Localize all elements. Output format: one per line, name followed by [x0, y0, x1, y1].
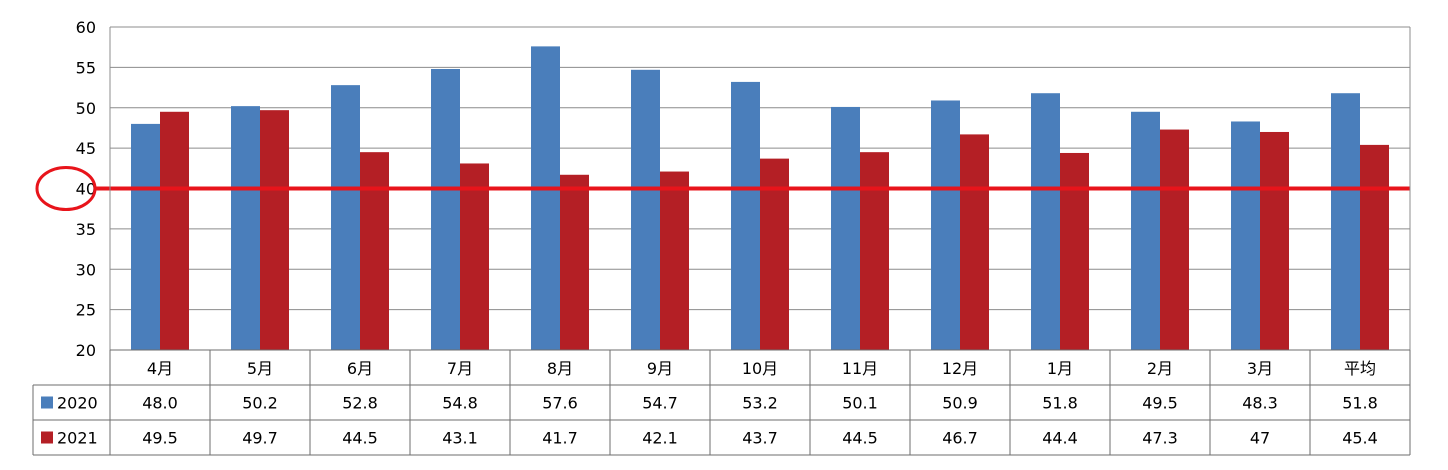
y-tick-label: 35: [76, 220, 96, 239]
data-label: 49.7: [242, 429, 278, 448]
bar-2020-6: [731, 81, 760, 350]
data-label: 50.2: [242, 394, 278, 413]
y-tick-label: 30: [76, 260, 96, 279]
bar-2021-2: [360, 152, 389, 350]
data-label: 41.7: [542, 429, 578, 448]
legend-label: 2021: [57, 429, 98, 448]
data-label: 44.4: [1042, 429, 1078, 448]
bar-2021-7: [860, 152, 889, 350]
x-tick-label: 4月: [147, 359, 173, 378]
x-tick-label: 12月: [942, 359, 978, 378]
data-label: 49.5: [1142, 394, 1178, 413]
data-label: 47.3: [1142, 429, 1178, 448]
bar-2020-0: [131, 123, 160, 351]
bar-2021-0: [160, 111, 189, 350]
x-tick-label: 6月: [347, 359, 373, 378]
x-tick-label: 7月: [447, 359, 473, 378]
x-tick-label: 10月: [742, 359, 778, 378]
x-tick-label: 9月: [647, 359, 673, 378]
bar-2021-5: [660, 171, 689, 350]
bar-2021-11: [1260, 131, 1289, 350]
bar-2020-9: [1031, 93, 1060, 350]
bar-2020-3: [431, 68, 460, 351]
bar-2020-4: [531, 46, 560, 350]
data-label: 51.8: [1042, 394, 1078, 413]
data-label: 46.7: [942, 429, 978, 448]
bar-2021-6: [760, 158, 789, 350]
y-tick-label: 45: [76, 139, 96, 158]
data-label: 44.5: [842, 429, 878, 448]
x-tick-label: 1月: [1047, 359, 1073, 378]
data-label: 44.5: [342, 429, 378, 448]
data-label: 45.4: [1342, 429, 1378, 448]
bar-2020-2: [331, 85, 360, 350]
data-label: 52.8: [342, 394, 378, 413]
x-tick-label: 8月: [547, 359, 573, 378]
y-tick-label: 50: [76, 99, 96, 118]
bar-2020-11: [1231, 121, 1260, 350]
x-tick-label: 3月: [1247, 359, 1273, 378]
bar-2020-12: [1331, 93, 1360, 350]
reference-highlight-circle: [35, 166, 97, 211]
y-tick-label: 20: [76, 341, 96, 360]
legend-key-2020: [41, 396, 53, 409]
bar-2021-1: [260, 110, 289, 350]
bar-2021-10: [1160, 129, 1189, 350]
data-label: 50.1: [842, 394, 878, 413]
data-label: 43.7: [742, 429, 778, 448]
data-label: 47: [1250, 429, 1270, 448]
y-tick-label: 55: [76, 58, 96, 77]
bar-2021-12: [1360, 144, 1389, 350]
bar-2021-9: [1060, 152, 1089, 350]
x-tick-label: 5月: [247, 359, 273, 378]
bar-2020-5: [631, 69, 660, 351]
data-label: 48.3: [1242, 394, 1278, 413]
x-tick-label: 平均: [1344, 359, 1376, 378]
data-label: 57.6: [542, 394, 578, 413]
data-label: 43.1: [442, 429, 478, 448]
bar-2021-4: [560, 174, 589, 350]
data-label: 48.0: [142, 394, 178, 413]
bar-2021-3: [460, 163, 489, 350]
y-tick-label: 40: [76, 180, 96, 199]
legend-label: 2020: [57, 394, 98, 413]
data-label: 54.7: [642, 394, 678, 413]
x-tick-label: 2月: [1147, 359, 1173, 378]
bar-2020-10: [1131, 111, 1160, 350]
data-label: 50.9: [942, 394, 978, 413]
legend-key-2021: [41, 431, 53, 444]
bar-2020-1: [231, 106, 260, 350]
bar-2020-7: [831, 106, 860, 350]
data-label: 53.2: [742, 394, 778, 413]
bar-2020-8: [931, 100, 960, 350]
data-label: 42.1: [642, 429, 678, 448]
data-label: 51.8: [1342, 394, 1378, 413]
y-tick-label: 25: [76, 301, 96, 320]
bar-2021-8: [960, 134, 989, 350]
data-label: 49.5: [142, 429, 178, 448]
y-tick-label: 60: [76, 18, 96, 37]
x-tick-label: 11月: [842, 359, 878, 378]
data-label: 54.8: [442, 394, 478, 413]
